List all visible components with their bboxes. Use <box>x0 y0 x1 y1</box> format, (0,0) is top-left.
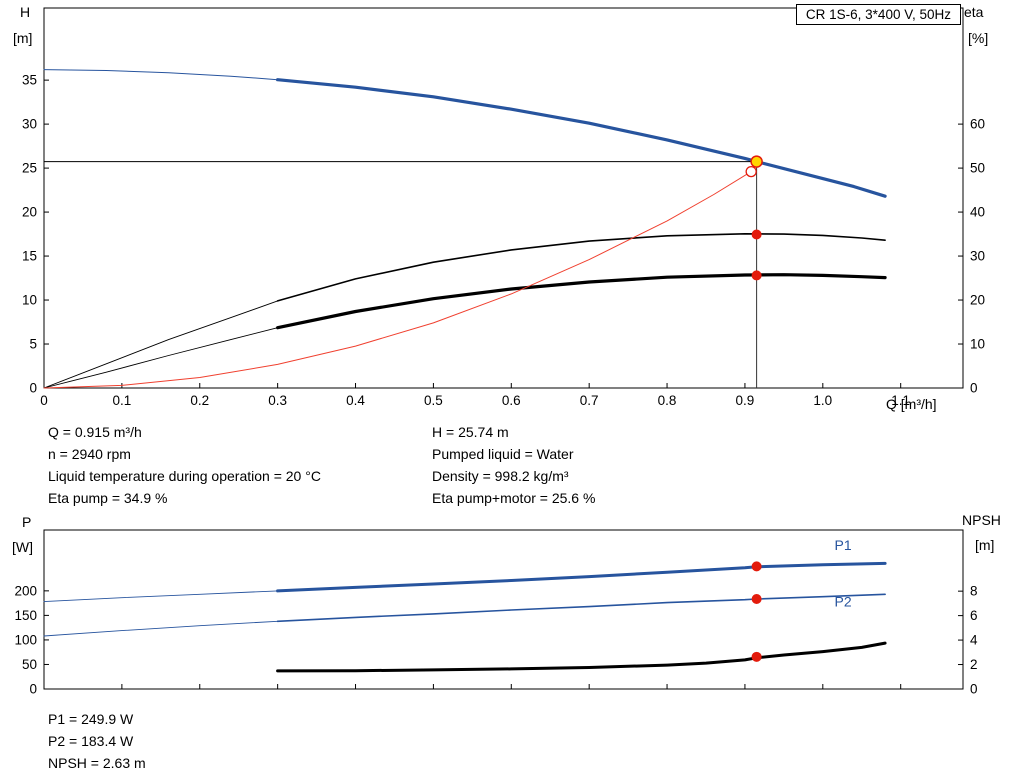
x-tick-label: 0.1 <box>112 393 131 408</box>
eta-pump-point <box>751 229 762 240</box>
x-tick-label: 0 <box>40 393 48 408</box>
x-tick-label: 0.7 <box>580 393 599 408</box>
duty-point <box>750 155 763 168</box>
x-tick-label: 0.2 <box>190 393 209 408</box>
eta-pump-motor <box>276 273 887 330</box>
right-tick-label: 50 <box>970 161 985 176</box>
left-tick-label: 10 <box>22 293 37 308</box>
right-tick-label: 10 <box>970 337 985 352</box>
eta-pump-motor-point <box>751 270 762 281</box>
chart-title-box: CR 1S-6, 3*400 V, 50Hz <box>795 4 961 25</box>
right-tick-label: 4 <box>970 633 978 648</box>
left-tick-label: 20 <box>22 205 37 220</box>
info-top-right-column: H = 25.74 m Pumped liquid = Water Densit… <box>432 421 595 509</box>
eta-axis-label: eta <box>964 4 984 20</box>
h-axis-label: H <box>20 4 31 20</box>
left-tick-label: 100 <box>14 632 37 647</box>
x-tick-label: 0.5 <box>424 393 443 408</box>
x-tick-label: 1.1 <box>891 393 910 408</box>
left-tick-label: 50 <box>22 657 37 672</box>
eta-pump-motor-thin <box>43 327 279 389</box>
power-npsh-chart-frame <box>43 529 964 690</box>
right-tick-label: 6 <box>970 608 978 623</box>
right-tick-label: 60 <box>970 117 985 132</box>
p-axis-label: P <box>22 514 32 530</box>
x-tick-label: 0.3 <box>268 393 287 408</box>
info-line-n: n = 2940 rpm <box>48 446 131 462</box>
series-label-p2: P2 <box>834 594 851 610</box>
x-tick-label: 0.8 <box>658 393 677 408</box>
left-tick-label: 35 <box>22 73 37 88</box>
left-tick-label: 30 <box>22 117 37 132</box>
x-tick-label: 1.0 <box>813 393 832 408</box>
p-axis-unit: [W] <box>12 539 33 555</box>
npsh-curve <box>276 641 887 673</box>
info-line-p2: P2 = 183.4 W <box>48 733 134 749</box>
info-line-eta-pump-motor: Eta pump+motor = 25.6 % <box>432 490 596 506</box>
right-tick-label: 8 <box>970 584 978 599</box>
eta-pump-thin <box>43 300 279 389</box>
left-tick-label: 15 <box>22 249 37 264</box>
h-axis-unit: [m] <box>13 30 33 46</box>
info-top-left-column: Q = 0.915 m³/h n = 2940 rpm Liquid tempe… <box>48 421 321 509</box>
p2-thin <box>43 620 279 637</box>
right-tick-label: 40 <box>970 205 985 220</box>
p2-curve <box>276 593 886 623</box>
npsh-axis-unit: [m] <box>975 537 995 553</box>
info-line-density: Density = 998.2 kg/m³ <box>432 468 569 484</box>
p2-point <box>751 593 762 604</box>
info-line-h: H = 25.74 m <box>432 424 509 440</box>
system-curve <box>43 171 752 389</box>
info-line-eta-pump: Eta pump = 34.9 % <box>48 490 168 506</box>
left-tick-label: 0 <box>29 381 37 396</box>
right-tick-label: 30 <box>970 249 985 264</box>
system-point-open <box>745 165 757 178</box>
series-label-p1: P1 <box>834 537 851 553</box>
info-line-liquid: Pumped liquid = Water <box>432 446 574 462</box>
eta-pump <box>276 233 886 302</box>
p1-curve <box>276 561 887 593</box>
p1-point <box>751 561 762 572</box>
info-line-p1: P1 = 249.9 W <box>48 711 134 727</box>
qh-eta-chart-frame <box>43 7 964 389</box>
x-tick-label: 0.4 <box>346 393 365 408</box>
info-line-temp: Liquid temperature during operation = 20… <box>48 468 321 484</box>
npsh-axis-label: NPSH <box>962 512 1001 528</box>
info-line-q: Q = 0.915 m³/h <box>48 424 142 440</box>
right-tick-label: 0 <box>970 682 978 697</box>
qh-curve <box>276 78 887 198</box>
left-tick-label: 0 <box>29 682 37 697</box>
qh-curve-thin <box>43 69 279 81</box>
eta-axis-unit: [%] <box>968 30 989 46</box>
info-bottom-column: P1 = 249.9 W P2 = 183.4 W NPSH = 2.63 m <box>48 708 146 774</box>
x-tick-label: 0.9 <box>736 393 755 408</box>
right-tick-label: 2 <box>970 657 978 672</box>
right-tick-label: 0 <box>970 381 978 396</box>
q-axis-label: Q [m³/h] <box>886 396 937 412</box>
npsh-point <box>751 651 762 662</box>
left-tick-label: 5 <box>29 337 37 352</box>
p1-thin <box>43 590 279 603</box>
x-tick-label: 0.6 <box>502 393 521 408</box>
left-tick-label: 150 <box>14 608 37 623</box>
info-line-npsh: NPSH = 2.63 m <box>48 755 146 771</box>
right-tick-label: 20 <box>970 293 985 308</box>
left-tick-label: 25 <box>22 161 37 176</box>
left-tick-label: 200 <box>14 583 37 598</box>
